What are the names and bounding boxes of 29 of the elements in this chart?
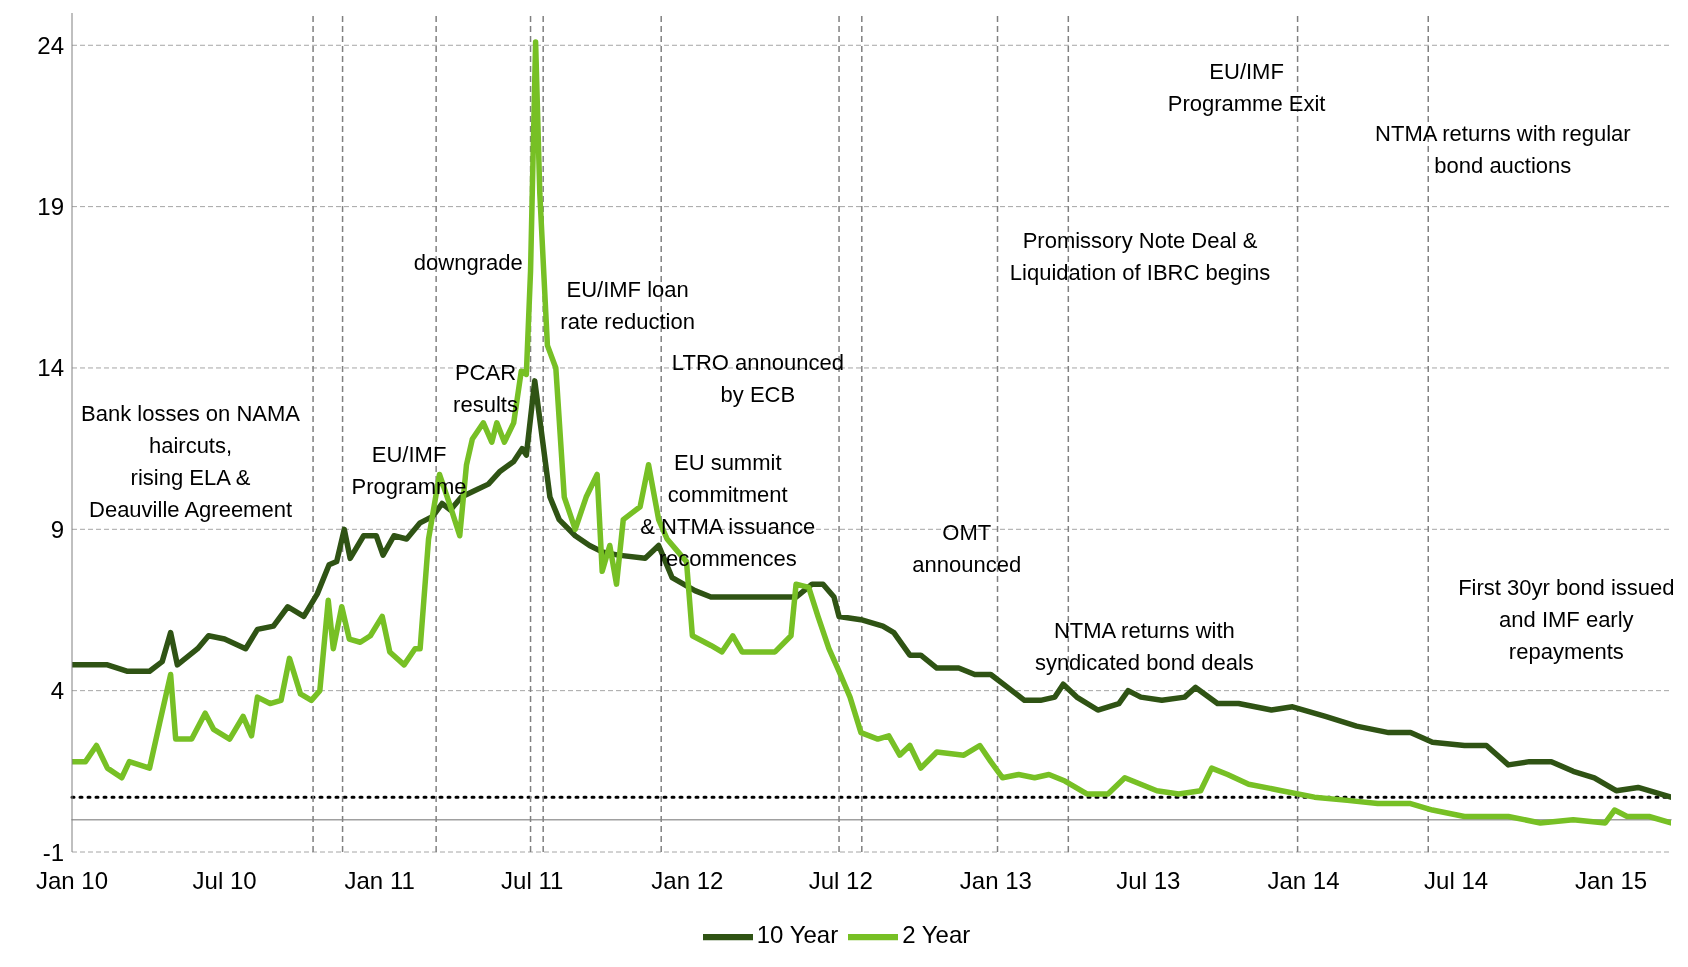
y-tick-label: 4 <box>50 677 64 705</box>
annotation: NTMA returns with syndicated bond deals <box>1034 617 1254 678</box>
y-tick-label: 24 <box>37 31 64 59</box>
x-tick-label: Jan 10 <box>35 867 109 895</box>
x-tick-label: Jan 11 <box>344 867 415 895</box>
x-tick-label: Jul 14 <box>1424 867 1489 895</box>
x-tick-label: Jan 12 <box>651 867 724 895</box>
x-tick-label: Jan 14 <box>1267 867 1340 895</box>
y-tick-label: 9 <box>50 515 64 543</box>
annotation: Promissory Note Deal & Liquidation of IBRC begins <box>1009 227 1271 288</box>
annotation: LTRO announced by ECB <box>671 349 844 410</box>
x-tick-label: Jul 11 <box>501 867 564 895</box>
y-tick-label: 19 <box>37 193 64 221</box>
legend-label: 2 Year <box>902 921 971 949</box>
annotation: downgrade <box>413 248 523 277</box>
x-tick-label: Jul 10 <box>192 867 257 895</box>
y-tick-label: -1 <box>42 838 64 866</box>
annotation: OMT announced <box>912 519 1022 580</box>
y-tick-label: 14 <box>37 354 64 382</box>
x-tick-label: Jul 12 <box>808 867 873 895</box>
annotation: Bank losses on NAMA haircuts, rising ELA & Deauville Agreement <box>81 399 300 524</box>
legend-label: 10 Year <box>756 921 839 949</box>
annotation: EU/IMF Programme Exit <box>1167 58 1326 119</box>
annotation: First 30yr bond issued and IMF early repayments <box>1458 574 1675 667</box>
x-tick-label: Jul 13 <box>1116 867 1181 895</box>
x-tick-label: Jan 13 <box>959 867 1032 895</box>
annotation: NTMA returns with regular bond auctions <box>1375 119 1631 180</box>
annotation: EU/IMF loan rate reduction <box>560 275 695 336</box>
x-tick-label: Jan 15 <box>1575 867 1648 895</box>
